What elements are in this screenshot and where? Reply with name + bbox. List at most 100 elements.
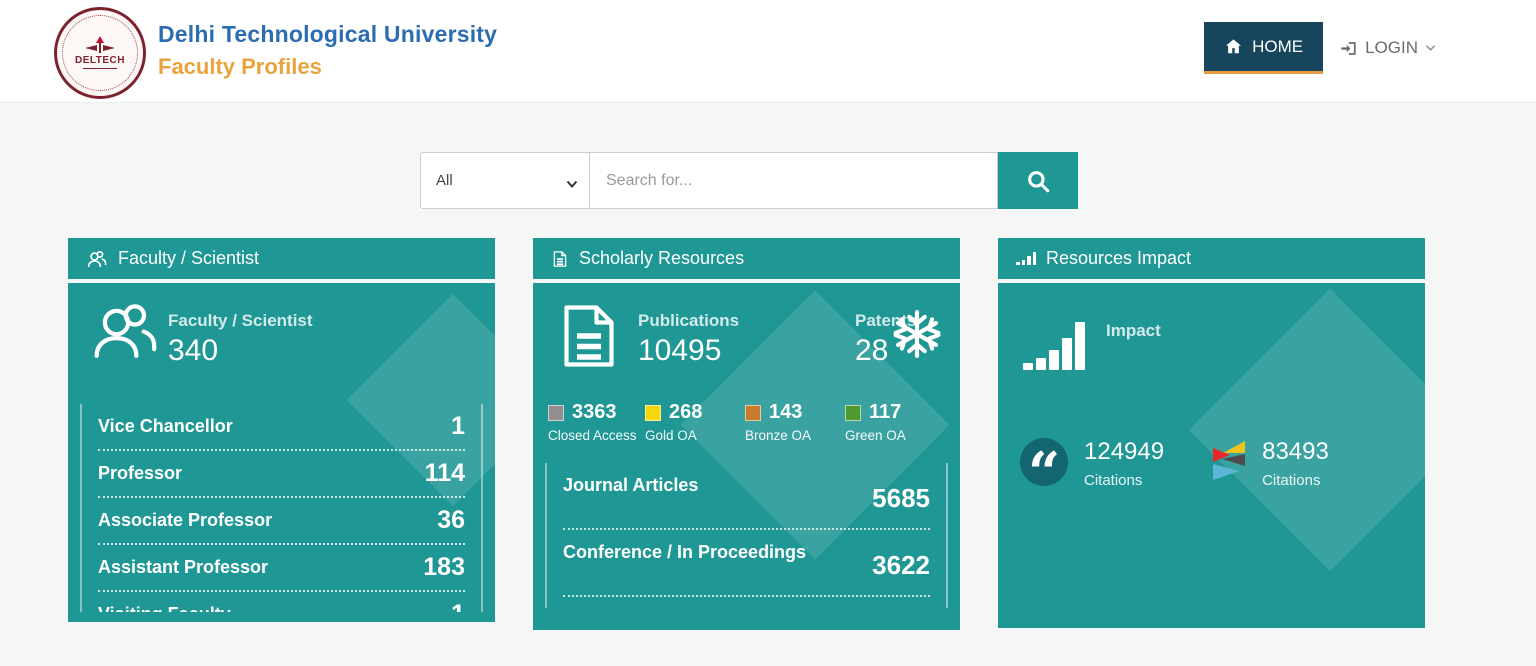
login-button[interactable]: LOGIN bbox=[1339, 38, 1436, 58]
bronze-oa-label: Bronze OA bbox=[745, 428, 812, 443]
document-icon bbox=[553, 299, 625, 378]
snowflake-icon bbox=[892, 309, 942, 364]
impact-card-title: Resources Impact bbox=[1046, 248, 1192, 268]
home-button-label: HOME bbox=[1252, 36, 1304, 56]
gold-oa-label: Gold OA bbox=[645, 428, 697, 443]
faculty-card: Faculty / Scientist Faculty / Scientist … bbox=[68, 238, 495, 622]
row-label: Journal Articles bbox=[563, 475, 699, 495]
document-icon bbox=[551, 249, 569, 269]
closed-access-label: Closed Access bbox=[548, 428, 637, 443]
publications-label: Publications bbox=[638, 311, 740, 330]
search-button[interactable] bbox=[998, 152, 1078, 209]
impact-card-body: Impact “ 124949 Citations bbox=[998, 283, 1425, 628]
green-oa-swatch bbox=[845, 404, 861, 421]
impact-card-header: Resources Impact bbox=[998, 238, 1425, 279]
faculty-stat-value: 340 bbox=[168, 334, 219, 367]
university-logo-inner: DELTECH bbox=[62, 15, 138, 91]
scopus-icon bbox=[1212, 440, 1246, 491]
row-label: Conference / In Proceedings bbox=[563, 542, 807, 562]
chevron-down-icon bbox=[1425, 44, 1436, 52]
closed-access-value: 3363 bbox=[572, 401, 617, 423]
row-value: 114 bbox=[424, 459, 465, 487]
torch-icon bbox=[85, 36, 115, 53]
impact-stat-label: Impact bbox=[1106, 321, 1161, 340]
faculty-row-vice-chancellor[interactable]: Vice Chancellor 1 bbox=[98, 404, 465, 451]
citations-value: 124949 bbox=[1084, 438, 1165, 465]
oa-green: 117 Green OA bbox=[845, 401, 945, 443]
row-label: Professor bbox=[98, 463, 183, 483]
scholarly-card-body: Publications 10495 Patents 28 3363 bbox=[533, 283, 960, 630]
closed-access-swatch bbox=[548, 404, 564, 421]
category-select-wrap: All bbox=[420, 152, 590, 209]
home-icon bbox=[1224, 37, 1243, 56]
row-label: Vice Chancellor bbox=[98, 416, 233, 436]
scholarly-row-journal-articles[interactable]: Journal Articles 5685 bbox=[563, 463, 930, 530]
oa-closed-access: 3363 Closed Access bbox=[548, 401, 645, 443]
login-icon bbox=[1339, 39, 1358, 58]
open-access-stats: 3363 Closed Access 268 Gold OA 143 Bronz… bbox=[548, 401, 945, 443]
faculty-card-header: Faculty / Scientist bbox=[68, 238, 495, 279]
diamond-watermark bbox=[1188, 288, 1425, 572]
row-value: 36 bbox=[437, 506, 465, 534]
logo-text: DELTECH bbox=[75, 55, 125, 66]
scholarly-card: Scholarly Resources Publications 10495 P… bbox=[533, 238, 960, 630]
faculty-row-associate-professor[interactable]: Associate Professor 36 bbox=[98, 498, 465, 545]
oa-bronze: 143 Bronze OA bbox=[745, 401, 845, 443]
impact-stat: Impact bbox=[1106, 321, 1161, 341]
row-label: Associate Professor bbox=[98, 510, 273, 530]
quote-icon: “ bbox=[1020, 438, 1068, 486]
gold-oa-swatch bbox=[645, 404, 661, 421]
citations-total: “ 124949 Citations bbox=[1020, 438, 1164, 491]
patents-value: 28 bbox=[855, 334, 889, 367]
faculty-row-assistant-professor[interactable]: Assistant Professor 183 bbox=[98, 545, 465, 592]
bar-chart-icon bbox=[1023, 318, 1085, 370]
gold-oa-value: 268 bbox=[669, 401, 703, 423]
publications-value: 10495 bbox=[638, 334, 722, 367]
green-oa-label: Green OA bbox=[845, 428, 906, 443]
publications-stat: Publications 10495 bbox=[638, 311, 739, 368]
search-bar: All bbox=[420, 152, 1078, 209]
row-label: Assistant Professor bbox=[98, 557, 269, 577]
green-oa-value: 117 bbox=[869, 401, 902, 423]
faculty-stat: Faculty / Scientist 340 bbox=[168, 311, 313, 368]
bronze-oa-swatch bbox=[745, 404, 761, 421]
faculty-card-title: Faculty / Scientist bbox=[118, 248, 260, 268]
citations-label: Citations bbox=[1262, 472, 1321, 489]
login-button-label: LOGIN bbox=[1365, 38, 1418, 57]
home-button[interactable]: HOME bbox=[1204, 22, 1324, 74]
search-icon bbox=[1025, 168, 1051, 194]
citations-scopus: 83493 Citations bbox=[1212, 438, 1329, 491]
faculty-stat-label: Faculty / Scientist bbox=[168, 311, 313, 330]
row-value: 3622 bbox=[872, 550, 930, 580]
logo-divider bbox=[83, 68, 117, 69]
citations-row: “ 124949 Citations 83493 bbox=[1020, 438, 1329, 491]
faculty-row-professor[interactable]: Professor 114 bbox=[98, 451, 465, 498]
top-nav: HOME LOGIN bbox=[1204, 22, 1436, 74]
scholarly-card-title: Scholarly Resources bbox=[579, 248, 745, 268]
row-value: 1 bbox=[451, 600, 465, 612]
search-input[interactable] bbox=[590, 152, 998, 209]
page-subtitle: Faculty Profiles bbox=[158, 54, 322, 79]
category-select[interactable]: All bbox=[420, 152, 590, 209]
citations-label: Citations bbox=[1084, 472, 1143, 489]
impact-card: Resources Impact Impact “ 124949 Citatio… bbox=[998, 238, 1425, 628]
users-icon bbox=[86, 249, 108, 269]
university-logo[interactable]: DELTECH bbox=[54, 7, 146, 99]
row-value: 1 bbox=[451, 412, 465, 440]
faculty-list: Vice Chancellor 1 Professor 114 Associat… bbox=[80, 404, 483, 612]
row-value: 5685 bbox=[872, 483, 930, 513]
scholarly-list: Journal Articles 5685 Conference / In Pr… bbox=[545, 463, 948, 608]
bar-chart-icon bbox=[1016, 252, 1036, 265]
scholarly-card-header: Scholarly Resources bbox=[533, 238, 960, 279]
site-header: DELTECH Delhi Technological University F… bbox=[0, 0, 1536, 103]
citations-value: 83493 bbox=[1262, 438, 1329, 465]
scholarly-row-conference-proceedings[interactable]: Conference / In Proceedings 3622 bbox=[563, 530, 930, 597]
faculty-card-body: Faculty / Scientist 340 Vice Chancellor … bbox=[68, 283, 495, 622]
scholarly-row-books-chapters[interactable]: Books / Chapters bbox=[563, 597, 930, 608]
row-value: 183 bbox=[423, 553, 465, 581]
users-icon bbox=[88, 297, 162, 370]
bronze-oa-value: 143 bbox=[769, 401, 803, 423]
brand-block: Delhi Technological University Faculty P… bbox=[158, 21, 497, 80]
faculty-row-visiting-faculty[interactable]: Visiting Faculty 1 bbox=[98, 592, 465, 612]
page-title: Delhi Technological University bbox=[158, 21, 498, 47]
